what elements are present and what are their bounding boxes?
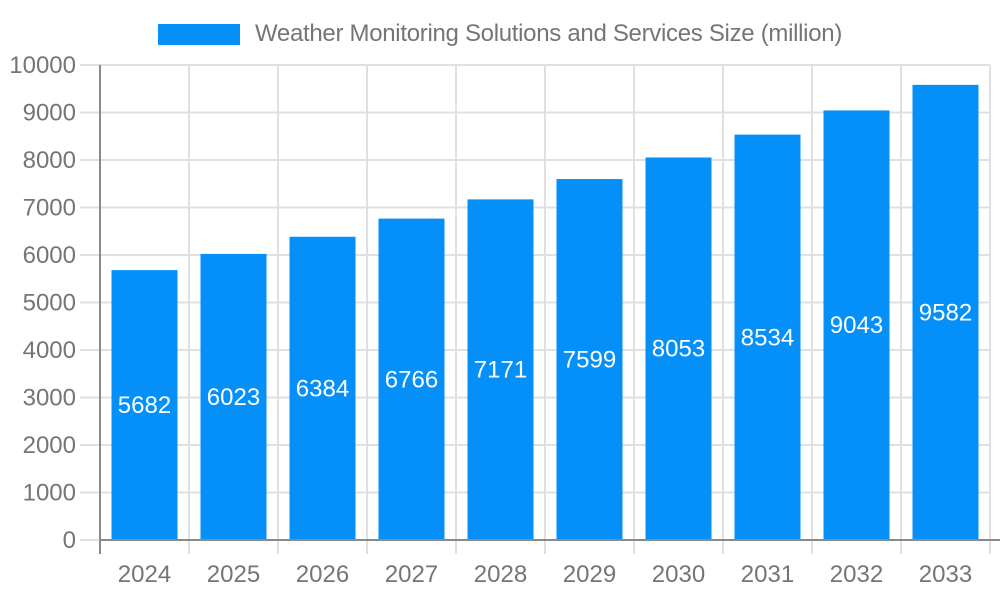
y-tick-label: 3000 [23, 385, 76, 412]
y-tick-label: 6000 [23, 242, 76, 269]
y-tick-label: 10000 [9, 52, 76, 79]
bar [467, 199, 534, 539]
x-tick-label: 2028 [474, 561, 527, 588]
bar-value-label: 7171 [474, 357, 527, 384]
bar-value-label: 6023 [207, 384, 260, 411]
y-tick-label: 8000 [23, 147, 76, 174]
x-tick-label: 2026 [296, 561, 349, 588]
bar-value-label: 8534 [741, 324, 794, 351]
bar [556, 179, 623, 540]
bar-value-label: 9582 [919, 299, 972, 326]
y-tick-label: 1000 [23, 480, 76, 507]
bar-value-label: 6766 [385, 366, 438, 393]
x-tick-label: 2030 [652, 561, 705, 588]
bar [111, 270, 178, 539]
x-tick-label: 2027 [385, 561, 438, 588]
x-tick-label: 2033 [919, 561, 972, 588]
bar [734, 134, 801, 539]
y-tick-label: 2000 [23, 432, 76, 459]
bar [645, 157, 712, 540]
bar-value-label: 7599 [563, 347, 616, 374]
bar [912, 84, 979, 539]
y-tick-label: 4000 [23, 337, 76, 364]
y-tick-label: 7000 [23, 195, 76, 222]
y-tick-label: 5000 [23, 290, 76, 317]
bar-value-label: 9043 [830, 312, 883, 339]
x-tick-label: 2024 [118, 561, 171, 588]
bar [378, 218, 445, 540]
x-tick-label: 2032 [830, 561, 883, 588]
x-tick-label: 2025 [207, 561, 260, 588]
bar-value-label: 8053 [652, 336, 705, 363]
bar-value-label: 5682 [118, 392, 171, 419]
x-tick-label: 2031 [741, 561, 794, 588]
bar [823, 110, 890, 540]
bar-value-label: 6384 [296, 375, 349, 402]
x-tick-label: 2029 [563, 561, 616, 588]
bar [289, 236, 356, 539]
y-tick-label: 9000 [23, 100, 76, 127]
y-tick-label: 0 [63, 527, 76, 554]
bar [200, 253, 267, 539]
